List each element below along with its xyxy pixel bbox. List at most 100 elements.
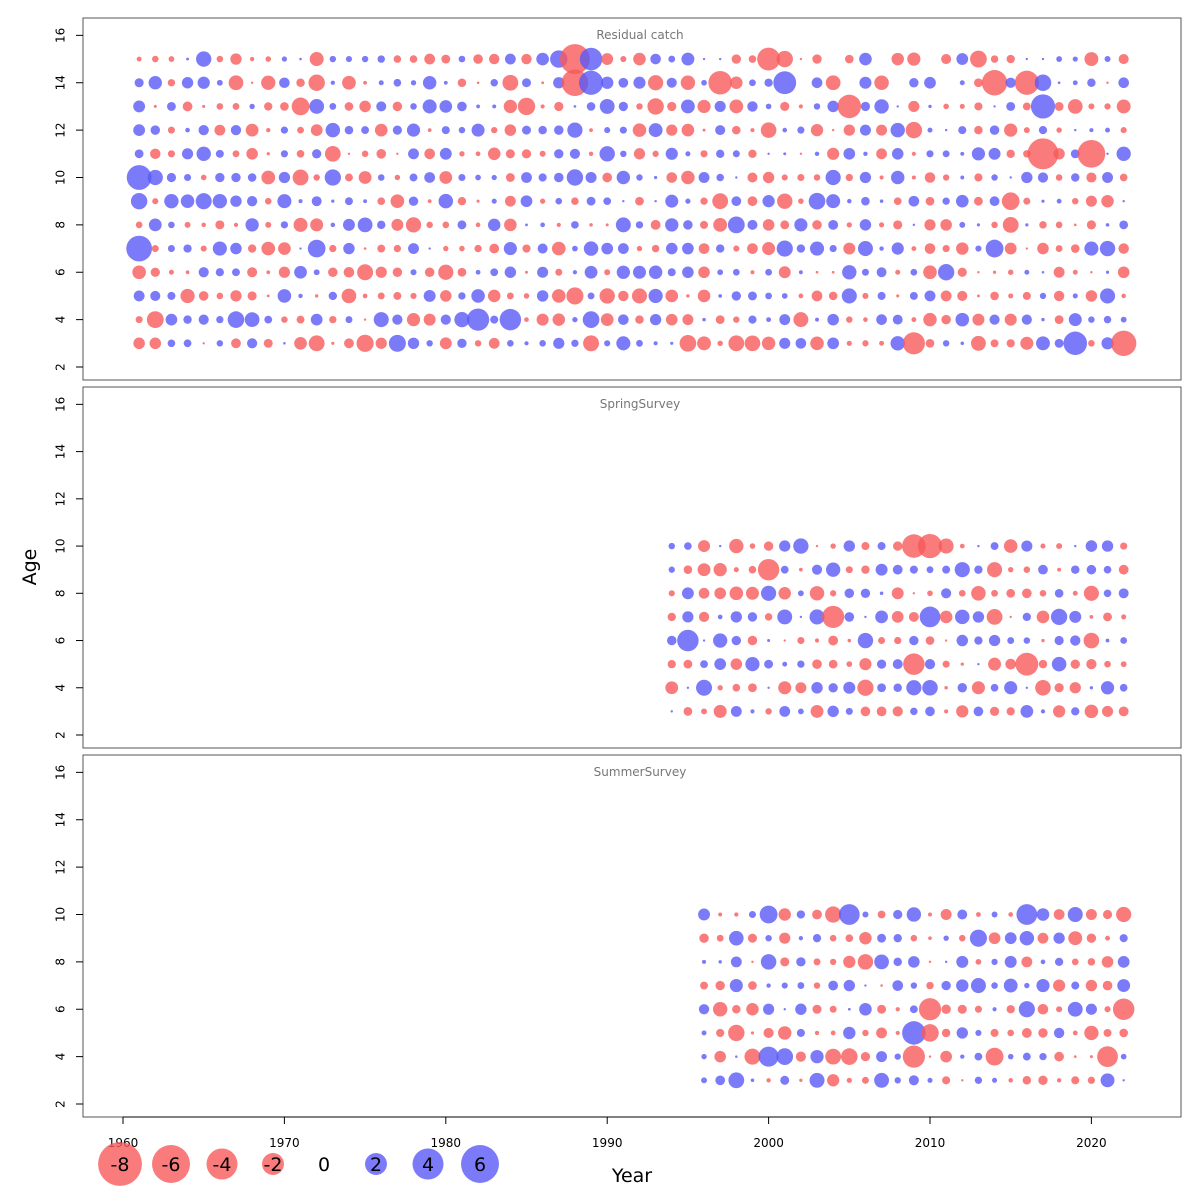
bubble [378,80,384,86]
bubble [859,931,872,945]
bubble [829,1005,837,1013]
bubble [902,1021,926,1045]
bubble [762,171,775,184]
bubble [681,52,695,66]
bubble [942,1076,951,1085]
bubble [976,912,981,917]
bubble [650,219,661,230]
bubble [895,1007,900,1012]
bubble [410,269,417,276]
bubble [665,194,679,208]
bubble [363,80,368,85]
bubble [735,176,738,179]
y-tick-label: 10 [54,170,68,185]
bubble [716,149,725,158]
bubble [1118,706,1129,717]
bubble [396,152,399,156]
bubble [1030,94,1056,119]
bubble [281,56,288,62]
bubble [602,172,613,183]
bubble [441,126,450,135]
bubble [778,266,791,279]
bubble [988,657,1002,671]
bubble [924,172,936,183]
bubble [647,98,664,115]
y-tick-label: 4 [54,316,68,324]
bubble [424,267,435,278]
bubble [566,287,584,305]
bubble [1118,243,1129,254]
bubble [1038,564,1048,575]
bubble [733,245,740,252]
bubble [1068,931,1083,946]
bubble [1014,70,1039,95]
bubble [1105,223,1110,227]
bubble [809,609,825,625]
bubble [292,169,309,186]
bubble [1020,705,1034,718]
bubble [718,960,722,964]
legend-bubble [206,1148,238,1180]
bubble [918,998,942,1021]
bubble [1067,906,1083,923]
bubble [503,99,518,114]
bubble [443,245,449,252]
bubble [390,194,405,209]
bubble [584,265,598,279]
bubble [443,80,448,85]
bubble [294,336,307,350]
bubble [841,288,857,304]
bubble [554,125,564,135]
bubble [599,146,615,162]
bubble [391,218,404,231]
bubble [1054,683,1064,693]
bubble [487,289,501,303]
bubble [685,198,691,204]
bubble [846,1077,852,1083]
bubble [745,657,760,672]
bubble [988,634,1001,647]
bubble [702,57,706,61]
bubble [683,220,693,230]
bubble [667,101,677,112]
bubble [909,78,919,88]
bubble [844,54,854,64]
bubble [798,104,803,109]
bubble [261,75,276,90]
bubble [152,198,159,205]
bubble [862,292,869,299]
bubble [991,982,998,989]
bubble [551,289,566,303]
bubble [891,611,904,623]
bubble [1006,339,1015,348]
bubble [750,709,755,714]
bubble [329,103,337,110]
bubble [712,193,729,210]
bubble [620,150,627,158]
bubble [757,47,781,71]
bubble [150,267,160,277]
bubble [826,194,841,209]
bubble [392,125,402,135]
bubble [976,223,980,227]
bubble [908,611,919,622]
bubble [748,981,757,990]
bubble [744,1048,761,1065]
bubble [976,294,980,298]
bubble [843,955,856,968]
bubble [409,55,418,63]
bubble [732,125,741,135]
bubble [230,242,242,255]
bubble [541,81,545,85]
bubble [798,293,804,299]
panel-title: SpringSurvey [600,397,680,411]
bubble [1116,906,1132,923]
bubble [357,217,373,233]
bubble [778,908,791,921]
bubble [679,334,697,352]
bubble [374,123,388,137]
bubble [1072,269,1078,275]
bubble [876,124,888,136]
bubble [212,194,228,209]
bubble [344,197,353,206]
